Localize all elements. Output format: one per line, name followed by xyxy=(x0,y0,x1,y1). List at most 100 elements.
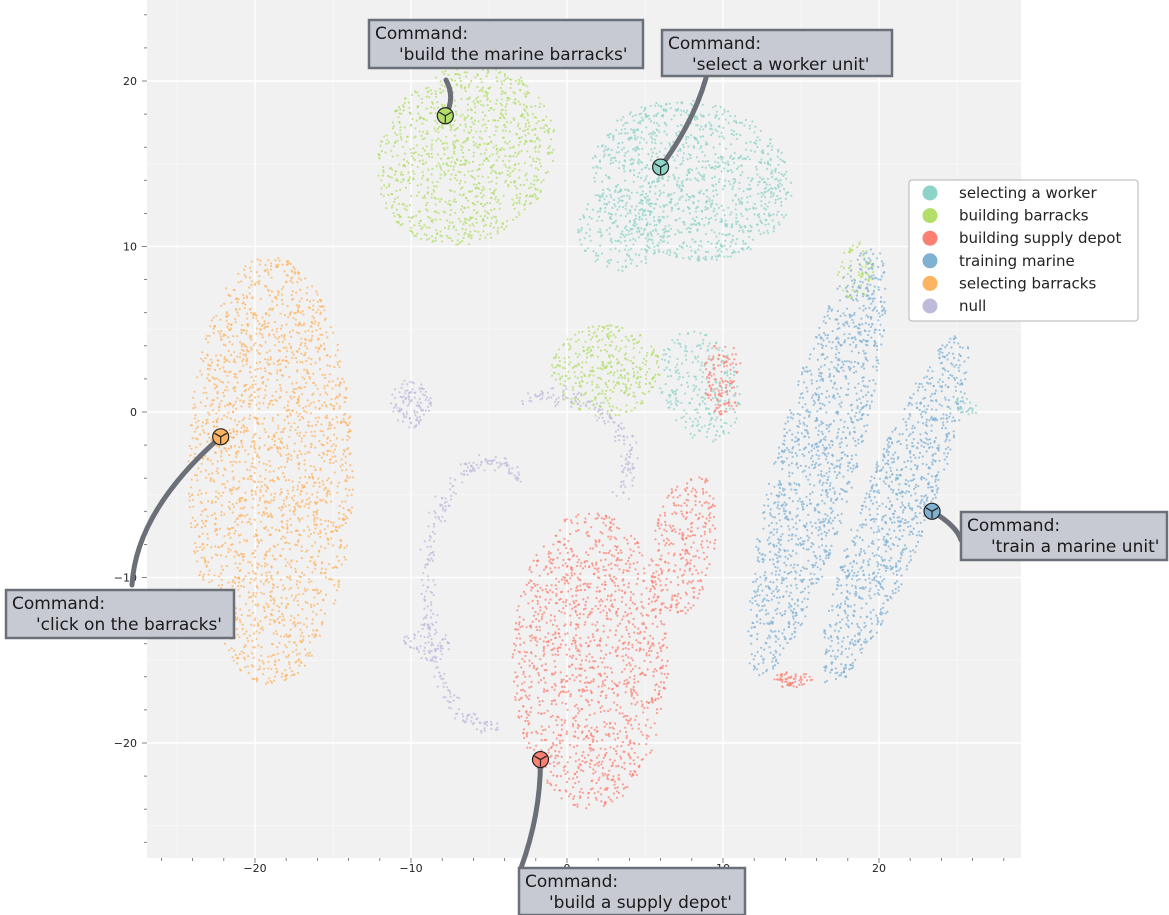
data-point xyxy=(586,596,589,599)
data-point xyxy=(650,155,654,158)
data-point xyxy=(672,569,675,572)
data-point xyxy=(577,626,580,629)
data-point xyxy=(635,377,639,380)
data-point xyxy=(613,203,616,206)
data-point xyxy=(714,128,717,131)
data-point xyxy=(530,186,533,189)
data-point xyxy=(472,155,475,158)
data-point xyxy=(663,231,666,234)
data-point xyxy=(683,488,687,491)
data-point xyxy=(623,679,626,683)
data-point xyxy=(783,188,786,191)
data-point xyxy=(552,366,555,369)
data-point xyxy=(671,529,674,532)
data-point xyxy=(657,518,660,521)
data-point xyxy=(738,393,741,396)
data-point xyxy=(400,138,403,141)
data-point xyxy=(480,137,483,140)
data-point xyxy=(618,350,621,353)
data-point xyxy=(495,144,498,147)
data-point xyxy=(696,527,700,530)
data-point xyxy=(628,607,631,610)
data-point xyxy=(565,579,569,582)
data-point xyxy=(753,213,756,216)
data-point xyxy=(606,385,609,388)
data-point xyxy=(638,551,641,555)
data-point xyxy=(561,564,565,567)
data-point xyxy=(565,781,569,784)
data-point xyxy=(710,125,713,128)
data-point xyxy=(640,260,643,263)
data-point xyxy=(734,242,738,245)
data-point xyxy=(767,188,771,191)
data-point xyxy=(626,394,630,397)
data-point xyxy=(703,501,706,504)
data-point xyxy=(526,119,529,122)
data-point xyxy=(585,655,588,658)
data-point xyxy=(676,202,679,205)
data-point xyxy=(480,103,483,106)
data-point xyxy=(720,158,723,161)
data-point xyxy=(597,778,600,782)
data-point xyxy=(511,170,514,173)
data-point xyxy=(712,390,715,393)
data-point xyxy=(627,613,630,616)
data-point xyxy=(766,160,770,163)
data-point xyxy=(564,643,568,647)
data-point xyxy=(578,763,582,766)
data-point xyxy=(505,165,508,168)
data-point xyxy=(457,242,460,245)
data-point xyxy=(594,414,597,417)
data-point xyxy=(707,427,710,431)
data-point xyxy=(471,175,474,179)
data-point xyxy=(724,219,727,222)
data-point xyxy=(569,693,572,696)
data-point xyxy=(760,200,763,203)
data-point xyxy=(688,569,691,572)
data-point xyxy=(599,196,602,199)
data-point xyxy=(851,288,854,291)
data-point xyxy=(708,519,711,522)
data-point xyxy=(516,675,519,678)
data-point xyxy=(538,703,541,707)
data-point xyxy=(492,226,495,229)
data-point xyxy=(755,207,758,210)
data-point xyxy=(746,201,749,204)
data-point xyxy=(550,754,553,757)
data-point xyxy=(520,682,524,685)
data-point xyxy=(434,236,437,240)
data-point xyxy=(630,702,633,705)
data-point xyxy=(603,721,606,724)
data-point xyxy=(543,104,546,108)
data-point xyxy=(689,102,693,105)
data-point xyxy=(535,730,538,733)
data-point xyxy=(457,170,460,173)
data-point xyxy=(604,145,607,148)
data-point xyxy=(699,344,702,347)
data-point xyxy=(600,800,603,803)
data-point xyxy=(559,775,563,778)
data-point xyxy=(640,367,643,370)
data-point xyxy=(403,101,406,104)
data-point xyxy=(482,219,485,222)
data-point xyxy=(699,579,702,582)
data-point xyxy=(611,579,614,583)
data-point xyxy=(539,658,542,661)
data-point xyxy=(630,534,633,538)
data-point xyxy=(738,202,741,205)
data-point xyxy=(673,178,676,181)
data-point xyxy=(773,227,776,230)
data-point xyxy=(720,204,723,207)
data-point xyxy=(671,391,675,394)
data-point xyxy=(571,639,575,642)
data-point xyxy=(486,211,489,214)
data-point xyxy=(649,645,653,648)
data-point xyxy=(616,325,619,328)
data-point xyxy=(515,196,519,199)
data-point xyxy=(624,215,627,218)
data-point xyxy=(399,129,402,132)
data-point xyxy=(441,70,444,74)
data-point xyxy=(618,681,621,684)
data-point xyxy=(615,345,618,348)
data-point xyxy=(528,694,531,697)
